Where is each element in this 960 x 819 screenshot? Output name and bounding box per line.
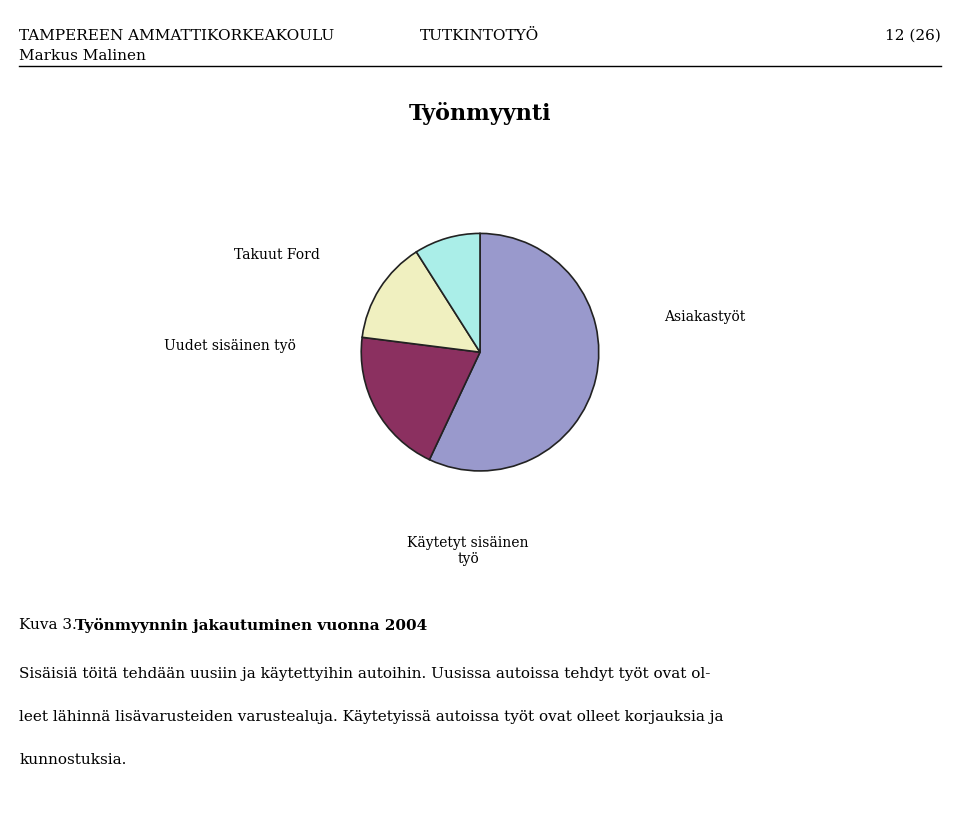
Text: Kuva 3.: Kuva 3. bbox=[19, 618, 82, 632]
Text: Työnmyynnin jakautuminen vuonna 2004: Työnmyynnin jakautuminen vuonna 2004 bbox=[75, 618, 427, 633]
Text: leet lähinnä lisävarusteiden varustealuja. Käytetyissä autoissa työt ovat olleet: leet lähinnä lisävarusteiden varustealuj… bbox=[19, 710, 724, 724]
Text: Työnmyynti: Työnmyynti bbox=[409, 102, 551, 125]
Text: Käytetyt sisäinen
työ: Käytetyt sisäinen työ bbox=[407, 536, 529, 567]
Text: TUTKINTOTYÖ: TUTKINTOTYÖ bbox=[420, 29, 540, 43]
Text: Markus Malinen: Markus Malinen bbox=[19, 49, 146, 63]
Wedge shape bbox=[362, 252, 480, 352]
Text: Asiakastyöt: Asiakastyöt bbox=[664, 310, 745, 324]
Wedge shape bbox=[417, 233, 480, 352]
Text: Takuut Ford: Takuut Ford bbox=[234, 248, 320, 262]
Wedge shape bbox=[361, 337, 480, 459]
Wedge shape bbox=[429, 233, 599, 471]
Text: TAMPEREEN AMMATTIKORKEAKOULU: TAMPEREEN AMMATTIKORKEAKOULU bbox=[19, 29, 334, 43]
Text: kunnostuksia.: kunnostuksia. bbox=[19, 753, 127, 767]
Text: Uudet sisäinen työ: Uudet sisäinen työ bbox=[164, 339, 296, 353]
Text: 12 (26): 12 (26) bbox=[885, 29, 941, 43]
Text: Sisäisiä töitä tehdään uusiin ja käytettyihin autoihin. Uusissa autoissa tehdyt : Sisäisiä töitä tehdään uusiin ja käytett… bbox=[19, 667, 710, 681]
